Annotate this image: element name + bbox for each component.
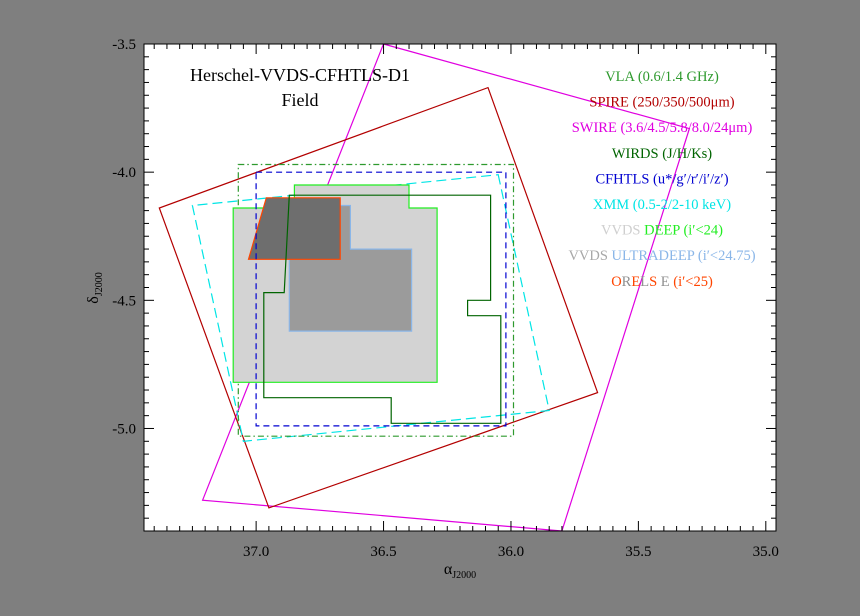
chart-title-line-1: Herschel-VVDS-CFHTLS-D1 <box>190 65 410 85</box>
legend-entry-text: SPIRE (250/350/500μm) <box>589 95 734 111</box>
x-axis-label-main: α <box>444 561 453 578</box>
y-tick-label: -3.5 <box>112 37 136 53</box>
y-axis-label-main: δ <box>85 296 102 304</box>
legend-entry: SPIRE (250/350/500μm) <box>589 95 734 111</box>
x-tick-label: 37.0 <box>243 544 269 560</box>
footprint-orelse <box>247 197 341 260</box>
legend-entry-text: SWIRE (3.6/4.5/5.8/8.0/24μm) <box>572 120 753 136</box>
x-axis-label: αJ2000 <box>444 561 476 581</box>
legend-entry-text: (i′<25) <box>673 274 713 290</box>
legend-entry: VVDS DEEP (i′<24) <box>601 223 723 239</box>
legend-entry-text: O <box>611 274 621 290</box>
legend-entry: VLA (0.6/1.4 GHz) <box>605 69 719 85</box>
legend-entry: CFHTLS (u*/g′/r′/i′/z′) <box>595 171 728 187</box>
series-layer <box>158 43 691 532</box>
legend: VLA (0.6/1.4 GHz)SPIRE (250/350/500μm)SW… <box>568 69 755 290</box>
footprint-cfhtls <box>255 171 507 427</box>
legend-entry-text: VVDS <box>568 248 611 264</box>
x-tick-label: 35.0 <box>753 544 779 560</box>
legend-entry-text: S <box>649 274 657 290</box>
legend-entry-text: DEEP (i′<24) <box>644 223 723 239</box>
legend-entry-text: ULTRADEEP (i′<24.75) <box>612 248 756 264</box>
legend-entry-text: VLA (0.6/1.4 GHz) <box>605 69 719 85</box>
legend-entry: VVDS ULTRADEEP (i′<24.75) <box>568 248 755 264</box>
y-tick-label: -4.0 <box>112 165 136 181</box>
ticks-layer: 37.0 36.5 36.0 35.5 35.0 -3.5 -4.0 -4.5 -5.0 <box>112 37 779 560</box>
x-tick-label: 36.5 <box>370 544 396 560</box>
footprint-spire <box>158 86 599 509</box>
legend-entry-text: E <box>657 274 673 290</box>
legend-entry-text: XMM (0.5-2/2-10 keV) <box>593 197 731 213</box>
footprint-wirds <box>263 194 502 424</box>
legend-entry-text: E <box>631 274 640 290</box>
y-tick-label: -4.5 <box>112 293 136 309</box>
legend-entry-text: WIRDS (J/H/Ks) <box>612 146 712 162</box>
legend-entry-text: L <box>640 274 649 290</box>
legend-entry: XMM (0.5-2/2-10 keV) <box>593 197 731 213</box>
x-tick-label: 36.0 <box>498 544 524 560</box>
chart-title-line-2: Field <box>281 90 318 110</box>
x-axis-label-sub: J2000 <box>452 570 476 581</box>
y-axis-label: δJ2000 <box>85 272 105 303</box>
legend-entry: WIRDS (J/H/Ks) <box>612 146 712 162</box>
y-axis-label-sub: J2000 <box>94 272 105 296</box>
legend-entry-text: VVDS <box>601 223 644 239</box>
legend-entry: ORELS E (i′<25) <box>611 274 713 290</box>
legend-entry-text: R <box>622 274 632 290</box>
legend-entry-text: CFHTLS (u*/g′/r′/i′/z′) <box>595 171 728 187</box>
x-tick-label: 35.5 <box>625 544 651 560</box>
y-tick-label: -5.0 <box>112 421 136 437</box>
legend-entry: SWIRE (3.6/4.5/5.8/8.0/24μm) <box>572 120 753 136</box>
